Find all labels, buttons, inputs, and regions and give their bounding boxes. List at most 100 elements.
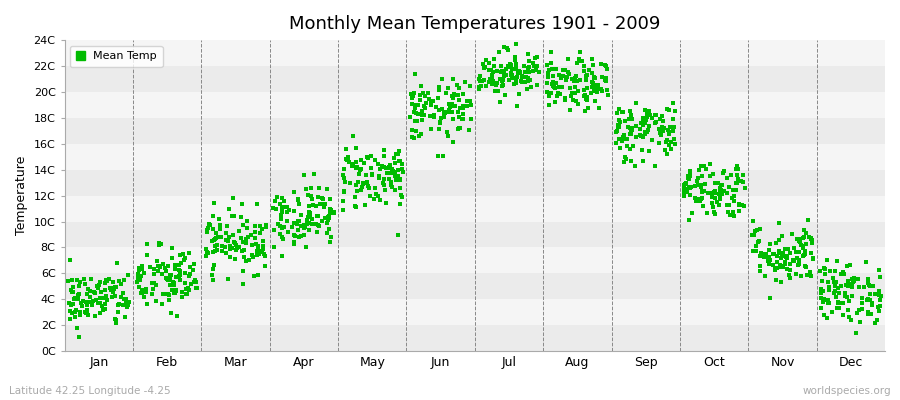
Point (259, 224, 274, 230)
Point (70, 292, 85, 298)
Point (73, 309, 87, 316)
Point (341, 157, 356, 163)
Point (226, 194, 240, 201)
Point (352, 171, 366, 177)
Point (554, 75, 569, 81)
Point (822, 284, 836, 290)
Point (256, 242, 270, 249)
Point (814, 295, 828, 302)
Point (832, 304, 846, 311)
Point (778, 253, 793, 260)
Point (798, 248, 813, 254)
Point (367, 196, 382, 202)
Point (696, 203, 710, 209)
Point (121, 301, 135, 308)
Point (315, 196, 329, 202)
Point (111, 308, 125, 315)
Point (78, 281, 93, 288)
Point (550, 93, 564, 99)
Point (691, 182, 706, 188)
Point (137, 294, 151, 300)
Point (63, 308, 77, 314)
Point (178, 270, 193, 276)
Point (796, 235, 810, 241)
Point (580, 72, 595, 78)
Point (408, 71, 422, 77)
Point (179, 291, 194, 297)
Point (515, 74, 529, 80)
Point (274, 253, 289, 260)
Point (679, 186, 693, 192)
Point (212, 226, 227, 232)
Point (668, 141, 682, 147)
Point (729, 166, 743, 172)
Point (163, 282, 177, 288)
Point (232, 244, 247, 251)
Point (697, 163, 711, 169)
Point (874, 292, 888, 299)
Point (540, 89, 554, 96)
Point (423, 126, 437, 132)
Point (706, 171, 721, 178)
Point (767, 250, 781, 257)
Point (100, 278, 114, 284)
Point (207, 236, 221, 243)
Point (210, 247, 224, 254)
Point (822, 300, 836, 306)
Point (557, 95, 572, 101)
Point (346, 133, 360, 140)
Point (719, 190, 733, 196)
Point (643, 112, 657, 118)
Point (152, 240, 166, 246)
Point (713, 194, 727, 200)
Point (198, 246, 212, 252)
Point (709, 199, 724, 205)
Point (292, 201, 306, 207)
Bar (65, 40, 885, 66)
Point (763, 241, 778, 248)
Point (860, 278, 875, 284)
Point (546, 79, 561, 86)
Point (544, 66, 559, 72)
Point (654, 132, 669, 138)
Point (504, 62, 518, 68)
Point (441, 133, 455, 139)
Point (424, 102, 438, 108)
Point (65, 289, 79, 296)
Point (392, 158, 407, 164)
Point (619, 156, 634, 162)
Point (158, 265, 172, 272)
Point (624, 112, 638, 118)
Point (433, 119, 447, 125)
Point (611, 123, 625, 129)
Point (72, 291, 86, 298)
Point (712, 202, 726, 209)
Point (821, 279, 835, 286)
Point (86, 298, 101, 304)
Point (772, 248, 787, 254)
Point (384, 179, 399, 186)
Point (579, 96, 593, 102)
Point (302, 210, 316, 216)
Point (804, 236, 818, 242)
Point (473, 83, 488, 90)
Point (478, 64, 492, 70)
Point (841, 306, 855, 313)
Point (624, 129, 638, 136)
Point (757, 250, 771, 257)
Point (336, 172, 350, 178)
Point (76, 298, 91, 304)
Point (816, 288, 831, 295)
Point (510, 70, 525, 76)
Point (820, 257, 834, 263)
Point (414, 83, 428, 89)
Point (580, 84, 594, 91)
Point (680, 175, 695, 181)
Point (841, 278, 855, 285)
Point (170, 312, 184, 319)
Point (713, 196, 727, 202)
Point (251, 251, 266, 257)
Point (176, 251, 190, 257)
Point (418, 105, 432, 112)
Point (371, 193, 385, 199)
